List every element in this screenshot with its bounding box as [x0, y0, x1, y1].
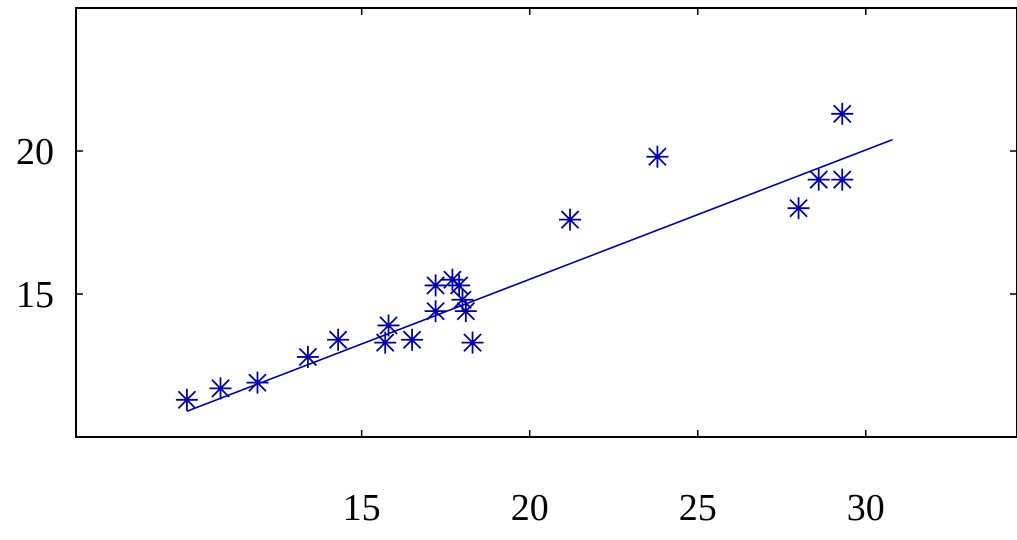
- fit-line: [186, 138, 893, 413]
- data-point-14: [461, 331, 484, 354]
- axis-ticks: [76, 8, 1017, 437]
- plot-frame: [75, 7, 1017, 438]
- tick-labels: 15 20 25 30 15 20: [16, 131, 885, 529]
- y-tick-label: 20: [16, 131, 54, 173]
- data-point-11: [448, 274, 471, 297]
- data-point-15: [559, 208, 582, 231]
- x-tick-label: 20: [511, 487, 549, 529]
- x-tick-label: 30: [847, 487, 885, 529]
- data-point-0: [175, 388, 198, 411]
- data-point-3: [296, 345, 319, 368]
- data-point-6: [377, 314, 400, 337]
- data-point-19: [831, 168, 854, 191]
- data-point-9: [424, 274, 447, 297]
- data-point-7: [401, 328, 424, 351]
- data-point-4: [327, 328, 350, 351]
- data-point-13: [454, 300, 477, 323]
- data-point-20: [831, 102, 854, 125]
- data-point-8: [424, 300, 447, 323]
- fit-line-layer: [186, 138, 893, 413]
- data-points: [175, 102, 854, 411]
- data-point-2: [246, 371, 269, 394]
- y-tick-label: 15: [16, 274, 54, 316]
- data-point-16: [646, 145, 669, 168]
- data-point-1: [209, 377, 232, 400]
- data-point-17: [787, 197, 810, 220]
- x-tick-label: 15: [343, 487, 381, 529]
- x-tick-label: 25: [679, 487, 717, 529]
- data-point-5: [374, 331, 397, 354]
- data-point-18: [807, 168, 830, 191]
